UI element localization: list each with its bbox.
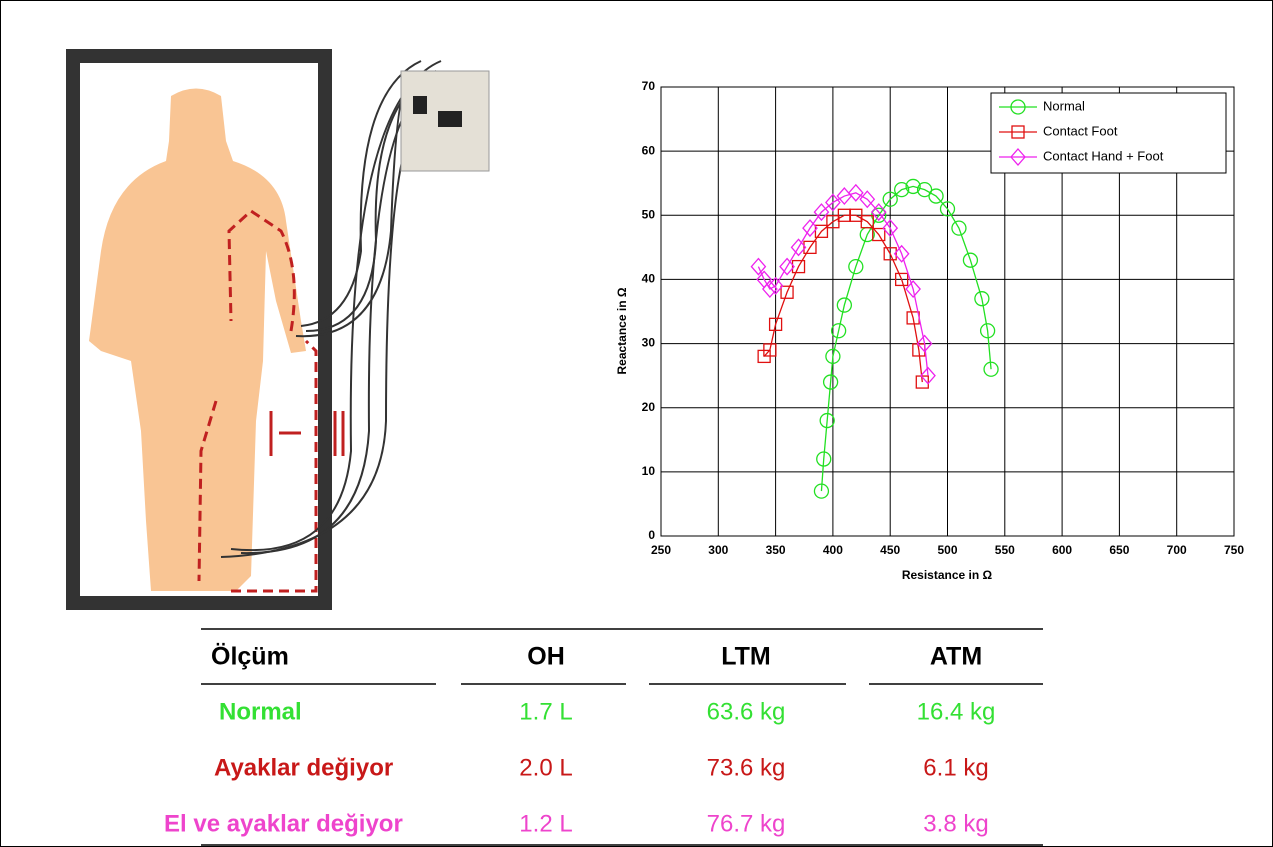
table-header: LTM [721,643,771,671]
x-tick-label: 550 [995,543,1015,557]
x-tick-label: 300 [708,543,728,557]
x-tick-label: 250 [651,543,671,557]
table-cell: 76.7 kg [707,810,786,837]
body-silhouette [89,89,306,592]
x-axis-label: Resistance in Ω [902,568,993,582]
device-screen [438,111,462,127]
table-header: ATM [930,643,982,671]
x-tick-label: 600 [1052,543,1072,557]
page: Reactance in Ω Resistance in Ω 250300350… [0,0,1273,847]
y-axis-label: Reactance in Ω [615,287,629,374]
table-cell: 1.7 L [519,698,572,725]
x-tick-label: 500 [937,543,957,557]
y-tick-label: 60 [642,143,656,157]
x-tick-label: 650 [1109,543,1129,557]
table-cell: 16.4 kg [917,698,996,725]
table-cell: 6.1 kg [923,754,988,781]
y-tick-label: 0 [648,528,655,542]
circuit-symbol [271,411,343,456]
table-cell: 63.6 kg [707,698,786,725]
table-header: OH [527,643,565,671]
x-tick-label: 750 [1224,543,1244,557]
legend-label: Contact Hand + Foot [1043,148,1164,163]
table-cell: 3.8 kg [923,810,988,837]
x-tick-label: 350 [766,543,786,557]
illustration [73,56,489,603]
legend-label: Normal [1043,98,1085,113]
row-label: El ve ayaklar değiyor [164,810,403,837]
y-tick-label: 10 [642,464,656,478]
y-tick-label: 20 [642,400,656,414]
table-cell: 1.2 L [519,810,572,837]
x-tick-label: 700 [1167,543,1187,557]
row-label: Ayaklar değiyor [214,754,393,781]
legend-label: Contact Foot [1043,123,1118,138]
x-tick-label: 450 [880,543,900,557]
table-cell: 73.6 kg [707,754,786,781]
y-tick-label: 50 [642,207,656,221]
row-label: Normal [219,698,302,725]
y-tick-label: 30 [642,336,656,350]
figure: Reactance in Ω Resistance in Ω 250300350… [1,1,1272,846]
table-cell: 2.0 L [519,754,572,781]
y-tick-label: 70 [642,79,656,93]
device-port [413,96,427,114]
x-tick-label: 400 [823,543,843,557]
table-header: Ölçüm [211,642,289,671]
y-tick-label: 40 [642,272,656,286]
